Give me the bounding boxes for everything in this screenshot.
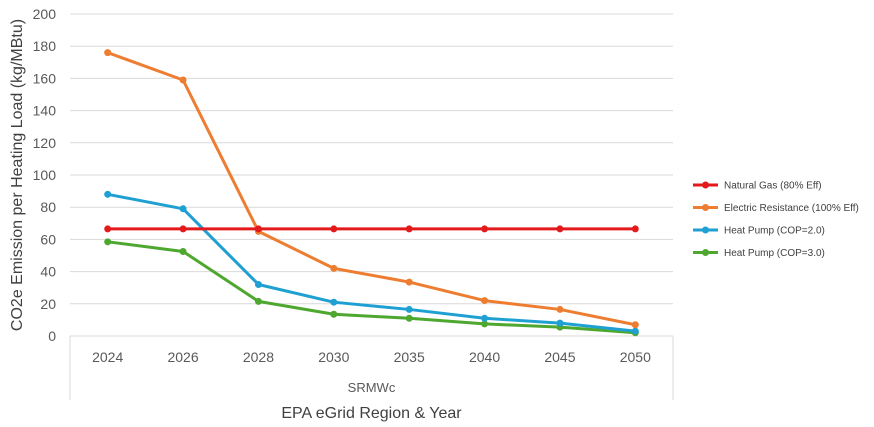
series-electric-resistance-100-eff [104,49,639,329]
series-heat-pump-cop-2-0 [104,190,639,335]
data-point [104,238,112,246]
y-tick-label: 80 [40,199,56,215]
data-point [179,225,187,233]
data-point [330,264,338,272]
x-tick-labels: 2024 2026 2028 2030 2035 2040 2045 2050 [92,349,651,365]
x-tick-label: 2030 [318,349,349,365]
y-tick-label: 140 [33,103,57,119]
y-axis-title: CO2e Emission per Heating Load (kg/MBtu) [9,19,26,331]
y-tick-labels: 0 20 40 60 80 100 120 140 160 180 200 [33,6,57,344]
data-point [179,76,187,84]
x-tick-label: 2028 [243,349,274,365]
legend-label: Heat Pump (COP=3.0) [724,248,825,259]
y-tick-label: 0 [48,328,56,344]
data-point [330,298,338,306]
data-point [254,280,262,288]
y-tick-label: 40 [40,264,56,280]
data-point [556,225,564,233]
data-point [481,314,489,322]
data-point [405,278,413,286]
data-point [405,305,413,313]
data-point [104,49,112,57]
x-tick-label: 2050 [620,349,651,365]
legend-item: Heat Pump (COP=3.0) [693,248,825,259]
x-tick-label: 2024 [92,349,123,365]
y-tick-label: 120 [33,135,57,151]
data-point [481,320,489,328]
x-tick-label: 2040 [469,349,500,365]
legend-swatch-marker [702,249,709,256]
x-axis-title: EPA eGrid Region & Year [281,405,462,422]
legend-label: Electric Resistance (100% Eff) [724,203,859,214]
x-tick-label: 2045 [544,349,575,365]
x-tick-label: 2026 [167,349,198,365]
legend-swatch-marker [702,226,709,234]
gridlines [70,13,673,305]
legend: Natural Gas (80% Eff) Electric Resistance… [693,181,859,259]
data-point [631,321,639,329]
legend-label: Heat Pump (COP=2.0) [724,226,825,237]
y-tick-label: 160 [33,70,57,86]
data-point [631,225,639,233]
data-point [254,297,262,305]
y-tick-label: 180 [33,38,57,54]
y-tick-label: 200 [33,6,57,22]
data-point [405,314,413,322]
data-point [556,319,564,327]
legend-item: Electric Resistance (100% Eff) [693,203,859,214]
y-tick-label: 20 [40,296,56,312]
axis-frame [69,335,674,400]
data-point [481,297,489,305]
series-line [106,51,637,327]
legend-swatch-marker [702,204,709,211]
data-point [104,225,112,233]
data-point [330,225,338,233]
legend-item: Heat Pump (COP=2.0) [693,226,825,237]
data-point [104,190,112,198]
y-tick-label: 100 [33,167,57,183]
legend-item: Natural Gas (80% Eff) [693,181,822,192]
data-point [405,225,413,233]
data-point [631,327,639,335]
data-point [556,305,564,313]
data-point [179,247,187,255]
data-point [179,205,187,213]
series-line [106,192,637,333]
y-tick-label: 60 [40,231,56,247]
series-natural-gas-80-eff [104,225,639,233]
series-line [106,240,637,335]
data-point [481,225,489,233]
legend-label: Natural Gas (80% Eff) [724,181,822,192]
x-tick-label: 2035 [394,349,425,365]
x-group-label: SRMWc [348,380,396,395]
data-point [254,225,262,233]
series-lines [104,49,639,337]
legend-swatch-marker [702,181,709,189]
data-point [330,310,338,318]
